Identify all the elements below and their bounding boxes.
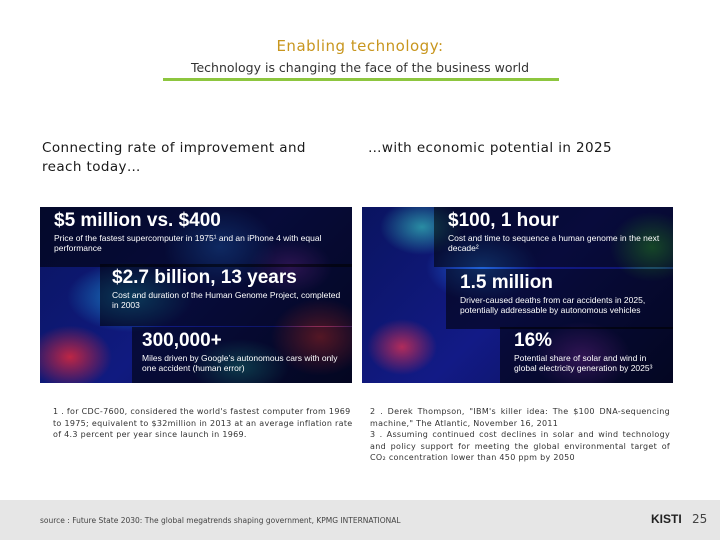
stat-value: 1.5 million: [460, 272, 553, 293]
stat-box-car-deaths: 1.5 million Driver-caused deaths from ca…: [446, 269, 673, 329]
stat-description: Miles driven by Google’s autonomous cars…: [142, 353, 338, 373]
stat-box-autonomous-miles: 300,000+ Miles driven by Google’s autono…: [132, 327, 352, 383]
stat-value: $100, 1 hour: [448, 210, 559, 231]
stat-description: Driver-caused deaths from car accidents …: [460, 295, 646, 315]
stat-description: Cost and time to sequence a human genome…: [448, 233, 660, 253]
stat-description: Cost and duration of the Human Genome Pr…: [112, 290, 341, 310]
stat-value: $2.7 billion, 13 years: [112, 267, 297, 288]
left-footnote: 1 . for CDC-7600, considered the world's…: [53, 407, 353, 439]
slide-title: Enabling technology:: [276, 37, 444, 55]
stat-description: Potential share of solar and wind in glo…: [514, 353, 653, 373]
stat-box-supercomputer: $5 million vs. $400 Price of the fastest…: [40, 207, 352, 267]
right-infographic-panel: $100, 1 hour Cost and time to sequence a…: [362, 207, 673, 383]
slide-subtitle: Technology is changing the face of the b…: [190, 60, 530, 75]
stat-box-genome-project: $2.7 billion, 13 years Cost and duration…: [100, 264, 352, 326]
stat-box-solar-wind: 16% Potential share of solar and wind in…: [500, 327, 673, 383]
left-infographic-panel: $5 million vs. $400 Price of the fastest…: [40, 207, 352, 383]
left-column-heading: Connecting rate of improvement and reach…: [42, 140, 306, 175]
stat-description: Price of the fastest supercomputer in 19…: [54, 233, 322, 253]
stat-value: 300,000+: [142, 330, 222, 351]
title-underline: [163, 78, 559, 81]
right-footnote: 2 . Derek Thompson, "IBM's killer idea: …: [370, 407, 670, 462]
right-column-heading: …with economic potential in 2025: [368, 140, 612, 156]
stat-box-genome-sequencing: $100, 1 hour Cost and time to sequence a…: [434, 207, 673, 267]
slide-footer: source : Future State 2030: The global m…: [0, 500, 720, 540]
kisti-logo: KISTI: [651, 512, 682, 526]
page-number: 25: [692, 512, 708, 526]
stat-value: 16%: [514, 330, 553, 351]
stat-value: $5 million vs. $400: [54, 210, 221, 231]
source-citation: source : Future State 2030: The global m…: [40, 516, 401, 525]
